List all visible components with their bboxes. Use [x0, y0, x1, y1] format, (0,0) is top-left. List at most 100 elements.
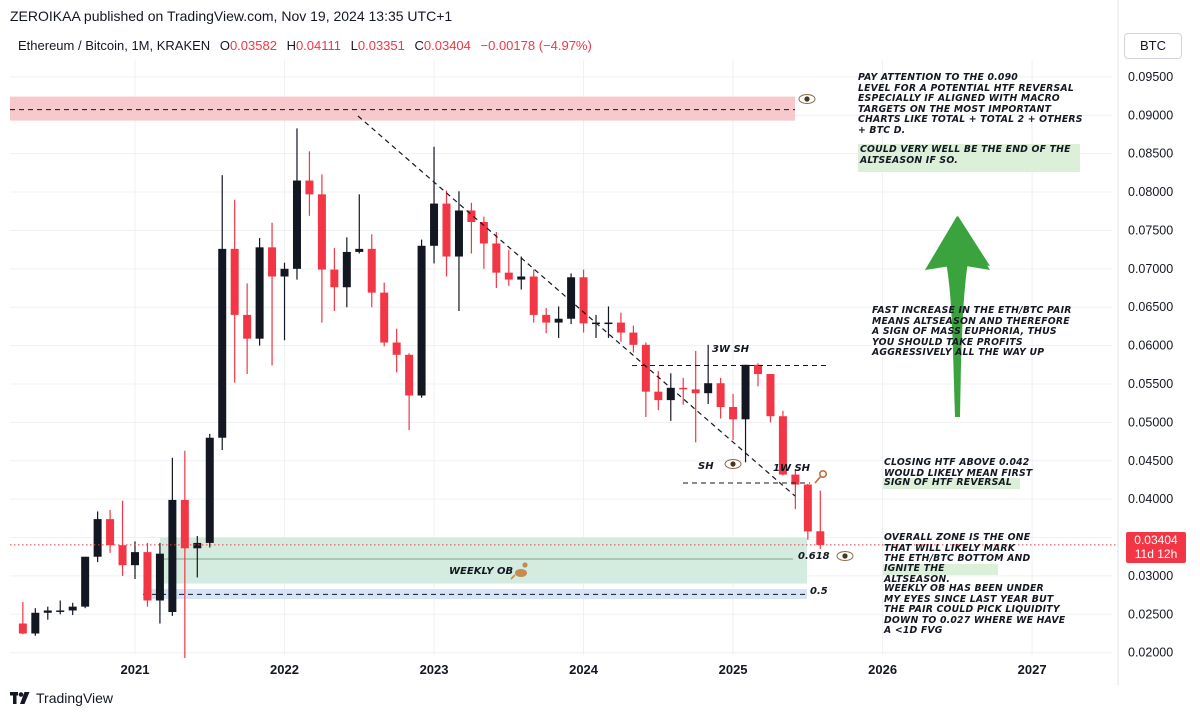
candle — [342, 237, 351, 308]
current-price-tag: 0.03404 11d 12h — [1126, 532, 1186, 563]
candle — [305, 151, 314, 216]
candle — [330, 248, 339, 312]
key-shaft — [814, 475, 822, 484]
candle — [554, 306, 563, 338]
kangaroo-tail — [510, 574, 516, 580]
high-label: H — [286, 38, 296, 53]
kangaroo-head — [522, 562, 528, 568]
label-sh: SH — [698, 461, 714, 472]
candle-body — [342, 251, 351, 288]
candle-body — [380, 292, 389, 343]
candle — [704, 344, 713, 404]
tradingview-logo[interactable]: TradingView — [10, 690, 113, 706]
candle-body — [230, 248, 239, 315]
eye-pupil — [804, 96, 810, 102]
price-axis[interactable]: 0.020000.025000.030000.035000.040000.045… — [1128, 70, 1173, 660]
candle — [803, 483, 812, 540]
candle-body — [392, 342, 401, 355]
key-icon — [814, 469, 827, 484]
candle-body — [143, 552, 152, 601]
candle-body — [430, 203, 439, 246]
tradingview-logo-icon — [10, 692, 30, 704]
candle-body — [317, 194, 326, 270]
candle-body — [454, 210, 463, 257]
candle — [268, 222, 277, 366]
candle — [517, 256, 526, 290]
candle — [492, 231, 501, 289]
candle-body — [679, 387, 688, 390]
candle-body — [93, 519, 102, 557]
y-tick-label: 0.06000 — [1128, 339, 1173, 353]
candle — [778, 410, 787, 476]
symbol-info: Ethereum / Bitcoin, 1M, KRAKEN O0.03582 … — [18, 38, 592, 53]
candle-body — [193, 542, 202, 549]
candle — [180, 450, 189, 659]
candle — [392, 328, 401, 373]
y-tick-label: 0.07000 — [1128, 262, 1173, 276]
candle — [31, 608, 40, 636]
candle-body — [529, 276, 538, 315]
candle-body — [243, 314, 252, 339]
publisher-line: ZEROIKAA published on TradingView.com, N… — [10, 8, 453, 24]
candle — [218, 175, 227, 451]
candle-body — [118, 545, 127, 566]
candle — [479, 216, 488, 269]
candle-body — [442, 203, 451, 257]
candle-body — [554, 318, 563, 323]
candle — [791, 469, 800, 510]
candle — [106, 509, 115, 553]
candle-body — [766, 374, 775, 417]
note-end-altseason: COULD VERY WELL BE THE END OF THE ALTSEA… — [858, 144, 1080, 172]
candle-body — [778, 416, 787, 475]
candle-body — [504, 272, 513, 280]
candle-body — [155, 553, 164, 601]
candle — [766, 374, 775, 423]
candle-body — [479, 221, 488, 244]
candle-body — [604, 322, 613, 325]
candle-body — [417, 245, 426, 396]
candle-body — [268, 247, 277, 277]
candle — [417, 239, 426, 398]
zone-weekly-ob — [143, 588, 807, 599]
candle — [405, 353, 414, 431]
time-axis[interactable]: 2021 2022 2023 2024 2025 2026 2027 — [121, 662, 1047, 677]
y-tick-label: 0.06500 — [1128, 300, 1173, 314]
candle-body — [405, 354, 414, 396]
note-overall-zone: OVERALL ZONE IS THE ONE THAT WILL LIKELY… — [884, 532, 1031, 564]
chart-zones — [10, 96, 807, 599]
candle — [567, 273, 576, 325]
x-tick-label: 2025 — [719, 662, 748, 677]
y-tick-label: 0.07500 — [1128, 223, 1173, 237]
candle — [666, 373, 675, 421]
candle — [529, 269, 538, 323]
candle-body — [205, 437, 214, 543]
candle-body — [106, 519, 115, 546]
candle-body — [791, 474, 800, 485]
candle-body — [579, 277, 588, 324]
y-tick-label: 0.05000 — [1128, 415, 1173, 429]
candle — [355, 194, 364, 254]
candle — [641, 342, 650, 417]
symbol-name[interactable]: Ethereum / Bitcoin, 1M, KRAKEN — [18, 38, 211, 53]
x-tick-label: 2026 — [868, 662, 897, 677]
candle-body — [729, 407, 738, 420]
y-tick-label: 0.08500 — [1128, 147, 1173, 161]
candle — [542, 307, 551, 334]
up-arrow-body — [926, 216, 990, 417]
y-tick-label: 0.05500 — [1128, 377, 1173, 391]
candle — [616, 312, 625, 342]
open-label: O — [219, 38, 230, 53]
x-tick-label: 2024 — [569, 662, 599, 677]
currency-button[interactable]: BTC — [1124, 33, 1182, 59]
candle-body — [367, 248, 376, 293]
candle — [43, 606, 52, 620]
candles — [18, 128, 825, 659]
y-tick-label: 0.03000 — [1128, 569, 1173, 583]
candle — [604, 306, 613, 338]
y-tick-label: 0.09500 — [1128, 70, 1173, 84]
candle-body — [43, 610, 52, 613]
candle-body — [31, 612, 40, 634]
candle — [442, 190, 451, 277]
label-fib-05: 0.5 — [810, 586, 828, 597]
current-price-value: 0.03404 — [1134, 533, 1178, 547]
